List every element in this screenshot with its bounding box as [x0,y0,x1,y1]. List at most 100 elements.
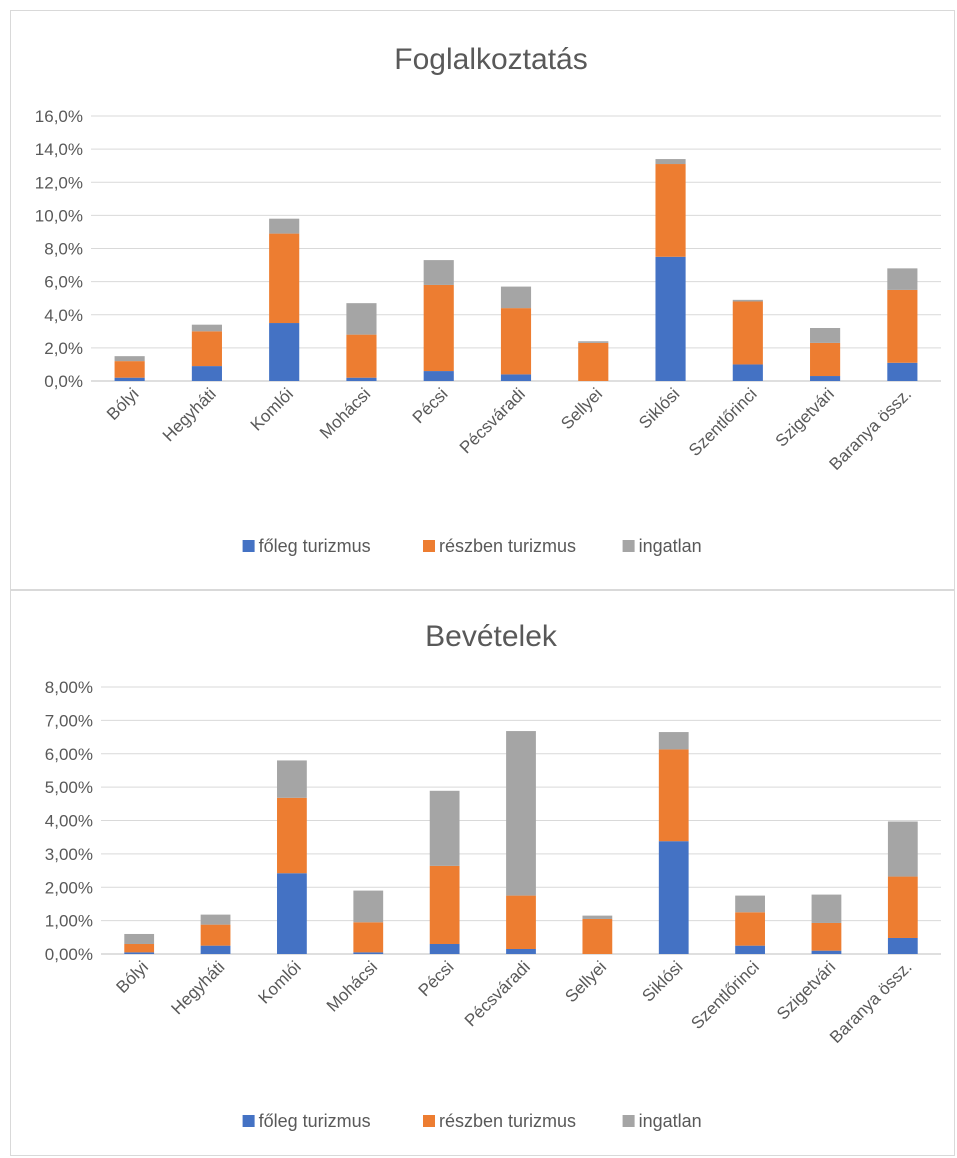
bar-segment-főleg-turizmus [811,950,842,954]
employment-chart-panel: Foglalkoztatás 0,0% 2,0% 4,0% 6,0% 8,0% 10,0%… [10,10,955,590]
bar-segment-ingatlan [346,303,377,335]
y-tick-label: 10,0% [35,206,83,225]
bar-segment-ingatlan [887,821,918,877]
bar-segment-részben-turizmus [114,361,145,378]
bar-segment-főleg-turizmus [124,952,155,954]
y-tick-label: 4,0% [44,306,83,325]
y-tick-label: 6,00% [45,745,93,764]
y-axis-ticks: 0,0% 2,0% 4,0% 6,0% 8,0% 10,0% 12,0% 14,0% 16,0% [35,107,83,391]
bar-segment-főleg-turizmus [887,362,918,381]
y-tick-label: 16,0% [35,107,83,126]
bar-segment-főleg-turizmus [735,945,765,954]
bar-segment-ingatlan [735,895,765,913]
bar-segment-részben-turizmus [655,164,686,257]
y-tick-label: 14,0% [35,140,83,159]
bar-segment-főleg-turizmus [732,364,763,381]
bar-segment-főleg-turizmus [200,945,231,954]
x-axis-categories: Bólyi Hegyháti Komlói Mohácsi Pécsi Pécsvárad… [103,384,915,474]
y-tick-label: 3,00% [45,845,93,864]
y-tick-label: 8,00% [45,678,93,697]
bar-segment-ingatlan [887,268,918,290]
bar-segment-főleg-turizmus [500,374,532,381]
bar-segment-ingatlan [124,933,155,944]
bar-segment-főleg-turizmus [423,371,454,381]
y-tick-label: 2,00% [45,878,93,897]
bar-segment-részben-turizmus [887,289,918,363]
bar-segment-főleg-turizmus [429,943,460,954]
bar-segment-ingatlan [578,341,609,343]
bar-segment-ingatlan [269,218,300,234]
y-gridlines [91,115,941,382]
bar-segment-ingatlan [429,790,460,866]
bar-segment-főleg-turizmus [277,873,307,954]
x-category-label: Mohácsi [323,957,381,1015]
x-category-label: Szentlőrinci [687,957,763,1033]
x-axis-categories: Bólyi Hegyháti Komlói Mohácsi Pécsi Pécsvárad… [113,957,916,1047]
bar-segment-főleg-turizmus [658,841,689,954]
bar-segment-részben-turizmus [346,334,377,378]
bar-segment-részben-turizmus [277,797,307,874]
revenue-chart: Bevételek 0,00% 1,00% 2,00% 3,00% 4,00% 5,00%… [45,620,941,1131]
bar-segment-főleg-turizmus [887,937,918,954]
x-category-label: Bólyi [103,384,142,423]
bar-segment-ingatlan [655,159,686,165]
y-tick-label: 0,00% [45,945,93,964]
bar-segment-ingatlan [353,890,384,923]
x-category-label: Sellyei [561,957,610,1006]
bar-segment-részben-turizmus [658,749,689,842]
bar-segment-ingatlan [200,914,231,925]
x-category-label: Pécsi [415,957,458,1000]
bar-segment-részben-turizmus [500,308,532,375]
y-tick-label: 5,00% [45,778,93,797]
y-tick-label: 8,0% [44,240,83,259]
bar-segment-részben-turizmus [269,233,300,324]
bar-segment-részben-turizmus [429,865,460,944]
bar-segment-részben-turizmus [887,876,918,938]
bar-segment-főleg-turizmus [655,256,686,381]
x-category-label: Hegyháti [159,384,220,445]
bar-segment-részben-turizmus [811,922,842,951]
x-category-label: Pécsváradi [461,957,534,1030]
bar-segment-főleg-turizmus [506,948,536,954]
x-category-label: Szigetvári [772,384,838,450]
legend-swatch [423,1115,435,1127]
bar-segment-ingatlan [582,915,613,919]
legend-swatch [622,540,635,552]
bar-segment-részben-turizmus [732,301,763,365]
x-category-label: Pécsi [409,384,452,427]
x-category-label: Szigetvári [773,957,839,1023]
legend-label: részben turizmus [439,536,576,556]
bar-segment-főleg-turizmus [346,377,377,381]
bar-segment-részben-turizmus [578,342,609,381]
bar-segment-részben-turizmus [582,918,613,954]
x-category-label: Sellyei [557,384,606,433]
bar-segment-főleg-turizmus [810,376,841,381]
y-tick-label: 2,0% [44,339,83,358]
bar-segment-főleg-turizmus [269,323,300,381]
x-category-label: Szentlőrinci [685,384,761,460]
bar-segment-főleg-turizmus [114,377,145,381]
legend: főleg turizmus részben turizmus ingatlan [242,1111,702,1131]
y-tick-label: 0,0% [44,372,83,391]
legend-label: főleg turizmus [259,1111,371,1131]
chart-title: Foglalkoztatás [394,43,587,76]
employment-chart: Foglalkoztatás 0,0% 2,0% 4,0% 6,0% 8,0% 10,0%… [35,43,941,556]
legend-label: ingatlan [639,1111,702,1131]
bar-segment-ingatlan [114,356,145,362]
x-category-label: Baranya össz. [826,957,916,1047]
x-category-label: Komlói [247,384,297,434]
y-tick-label: 6,0% [44,273,83,292]
legend: főleg turizmus részben turizmus ingatlan [242,536,702,556]
legend-swatch [622,1115,635,1127]
x-category-label: Hegyháti [167,957,228,1018]
bar-series [124,731,918,954]
bar-segment-részben-turizmus [191,331,222,367]
bar-segment-ingatlan [732,299,763,302]
bar-segment-főleg-turizmus [191,366,222,381]
bar-segment-részben-turizmus [810,342,841,377]
legend-swatch [423,540,435,552]
y-axis-ticks: 0,00% 1,00% 2,00% 3,00% 4,00% 5,00% 6,00% 7,00%… [45,678,93,964]
bar-segment-főleg-turizmus [353,952,384,954]
bar-segment-részben-turizmus [124,943,155,953]
x-category-label: Mohácsi [316,384,374,442]
